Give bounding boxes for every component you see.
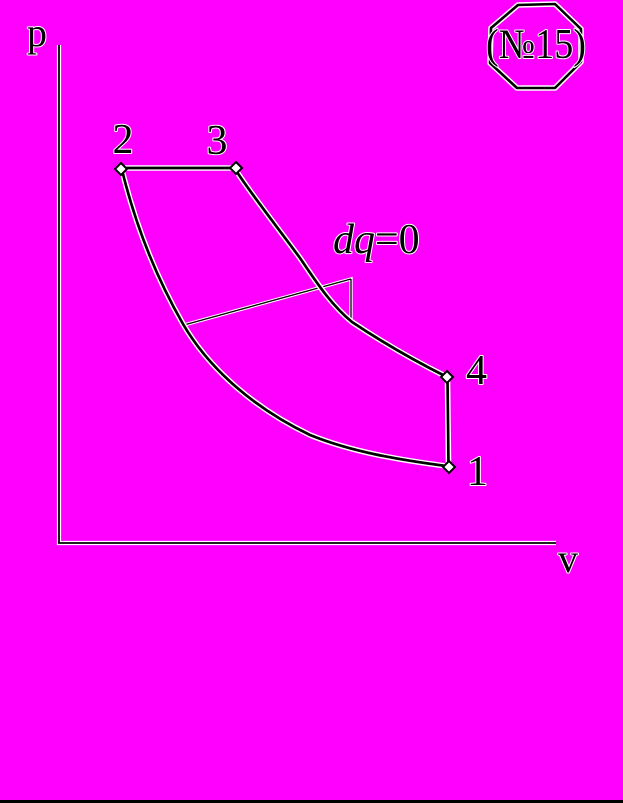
bottom-border [0, 800, 623, 803]
point-marker-2 [113, 161, 129, 177]
adiabat-3-4 [235, 170, 447, 378]
volume-axis-label: v [558, 536, 578, 581]
dq-annotation-variable: dq [333, 217, 375, 263]
point-marker-1 [441, 459, 457, 475]
point-label-2: 2 [113, 117, 134, 163]
point-label-3: 3 [207, 118, 228, 164]
point-marker-4 [439, 369, 455, 385]
point-label-4: 4 [466, 348, 487, 394]
pressure-axis-label: p [27, 10, 47, 55]
adiabat-2-1 [120, 168, 448, 468]
point-marker-3 [228, 160, 244, 176]
badge-octagon [488, 2, 583, 90]
dq-annotation: dq=0 [333, 217, 420, 263]
badge-label: (№15) [486, 22, 586, 68]
point-label-1: 1 [467, 449, 488, 495]
isochore-4-1 [446, 377, 450, 467]
dq-annotation-value: =0 [375, 217, 420, 263]
